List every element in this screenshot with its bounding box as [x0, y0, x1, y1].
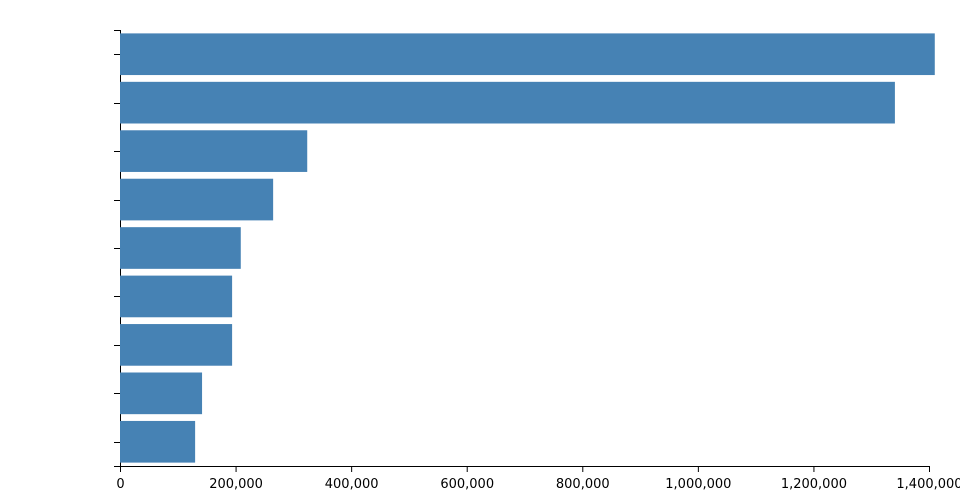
x-tick-label: 1,000,000	[665, 477, 731, 492]
bar	[120, 81, 895, 124]
x-tick-label: 200,000	[209, 477, 263, 492]
x-tick-label: 0	[116, 477, 124, 492]
bar	[120, 420, 196, 463]
x-tick-label: 1,400,000	[896, 477, 960, 492]
x-tick-label: 400,000	[325, 477, 379, 492]
bar	[120, 178, 274, 221]
x-axis	[120, 466, 930, 472]
bar	[120, 372, 203, 415]
x-tick-label: 600,000	[440, 477, 494, 492]
bar	[120, 227, 241, 269]
bar	[120, 275, 233, 318]
bar	[120, 324, 233, 366]
x-tick-label: 1,200,000	[781, 477, 847, 492]
x-tick-label: 800,000	[556, 477, 610, 492]
bar	[120, 33, 935, 76]
bar	[120, 130, 308, 172]
